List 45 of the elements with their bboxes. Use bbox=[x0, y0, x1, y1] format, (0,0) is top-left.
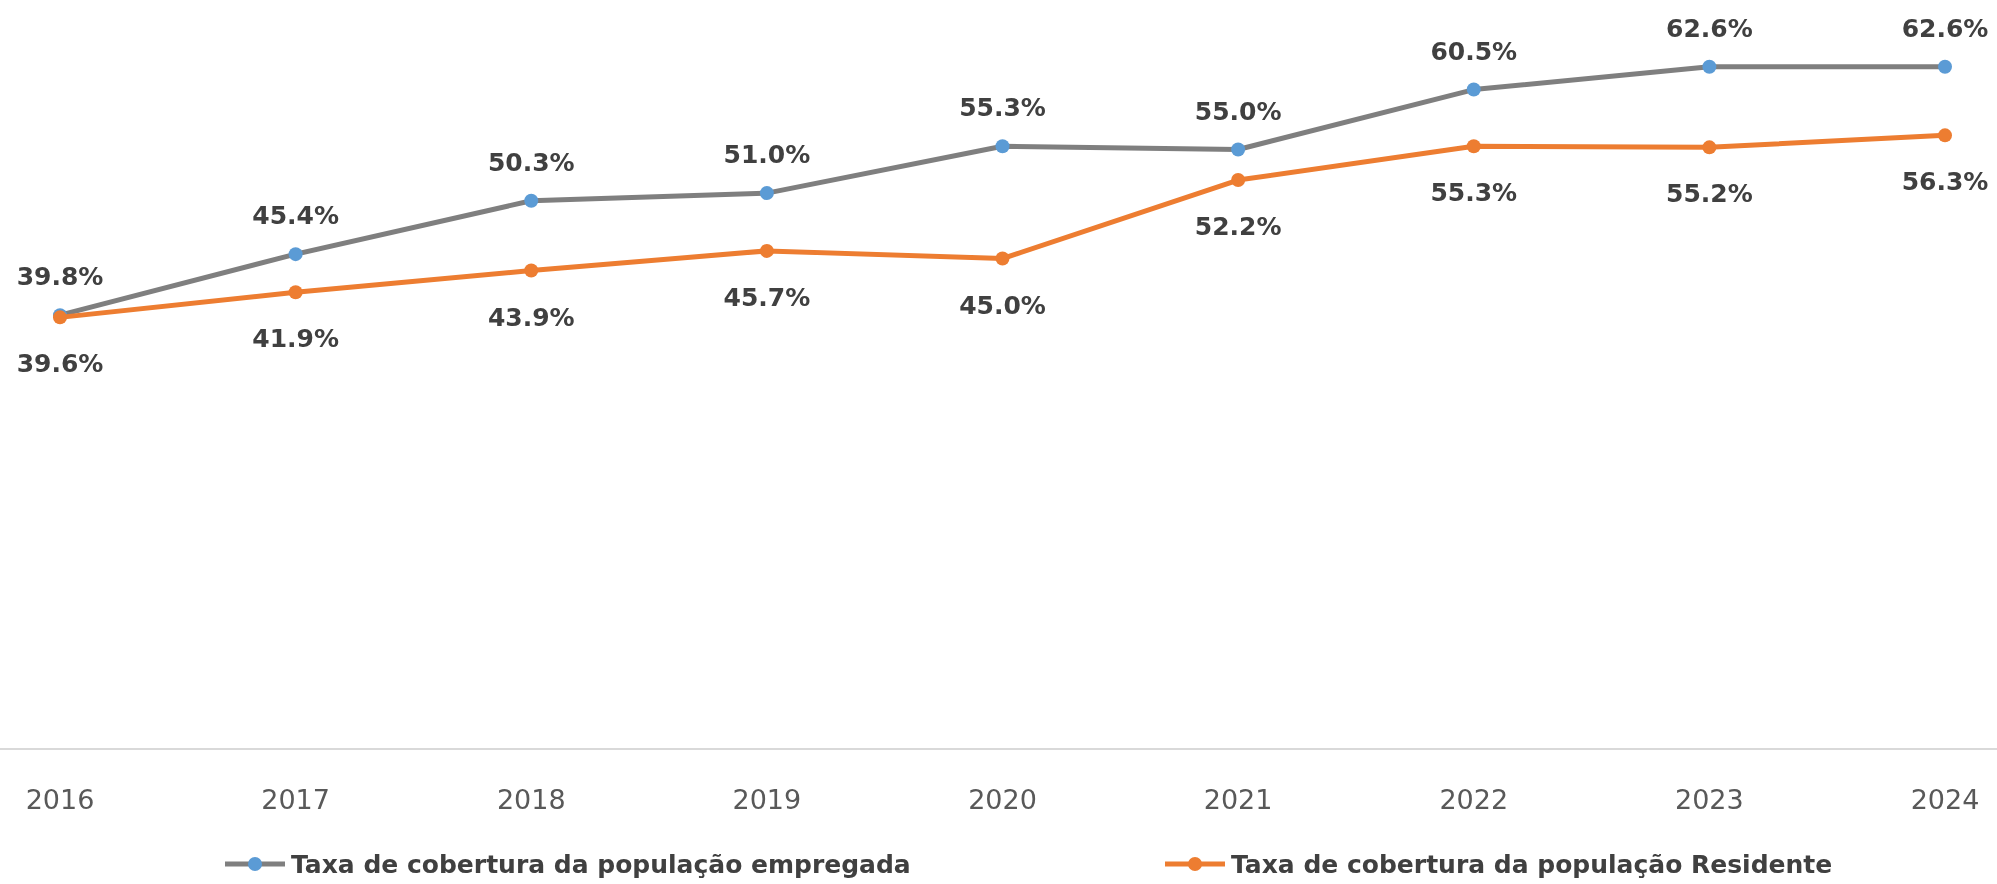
data-label: 43.9% bbox=[487, 302, 575, 332]
point bbox=[1938, 59, 1952, 74]
point bbox=[995, 251, 1010, 266]
x-tick-label: 2018 bbox=[496, 784, 566, 815]
data-label: 55.2% bbox=[1666, 179, 1753, 209]
point bbox=[1231, 173, 1246, 188]
point bbox=[1466, 139, 1481, 154]
x-tick-label: 2021 bbox=[1203, 784, 1273, 815]
point bbox=[1466, 82, 1481, 97]
data-label: 51.0% bbox=[723, 140, 811, 170]
data-label: 55.0% bbox=[1194, 96, 1282, 126]
point bbox=[1702, 59, 1717, 74]
point bbox=[1938, 128, 1952, 143]
data-label: 55.3% bbox=[959, 93, 1046, 123]
point bbox=[1702, 140, 1717, 155]
data-label: 39.8% bbox=[16, 262, 104, 292]
data-label: 62.6% bbox=[1901, 13, 1989, 43]
x-tick-label: 2019 bbox=[732, 784, 802, 815]
point bbox=[288, 285, 303, 300]
x-tick-label: 2023 bbox=[1675, 784, 1744, 815]
data-label: 60.5% bbox=[1430, 36, 1518, 66]
data-label: 62.6% bbox=[1666, 13, 1753, 43]
point bbox=[759, 243, 774, 258]
data-label: 45.0% bbox=[959, 290, 1046, 320]
point bbox=[1231, 142, 1246, 157]
point bbox=[524, 193, 539, 208]
data-label: 50.3% bbox=[487, 147, 575, 177]
x-tick-label: 2022 bbox=[1439, 784, 1509, 815]
data-label: 41.9% bbox=[252, 324, 339, 354]
x-tick-label: 2024 bbox=[1910, 784, 1980, 815]
data-label: 56.3% bbox=[1901, 167, 1989, 197]
point bbox=[524, 263, 539, 278]
point bbox=[759, 186, 774, 201]
point bbox=[288, 247, 303, 262]
data-label: 55.3% bbox=[1430, 178, 1518, 208]
data-label: 39.6% bbox=[16, 349, 104, 379]
point bbox=[995, 139, 1010, 154]
data-label: 45.4% bbox=[252, 201, 339, 231]
data-label: 52.2% bbox=[1194, 212, 1282, 242]
data-label: 45.7% bbox=[723, 282, 811, 312]
x-tick-label: 2017 bbox=[261, 784, 330, 815]
x-tick-label: 2016 bbox=[25, 784, 95, 815]
legend-label: Taxa de cobertura da população Residente bbox=[1231, 850, 1833, 879]
x-tick-label: 2020 bbox=[968, 784, 1037, 815]
legend-label: Taxa de cobertura da população empregada bbox=[291, 850, 911, 879]
